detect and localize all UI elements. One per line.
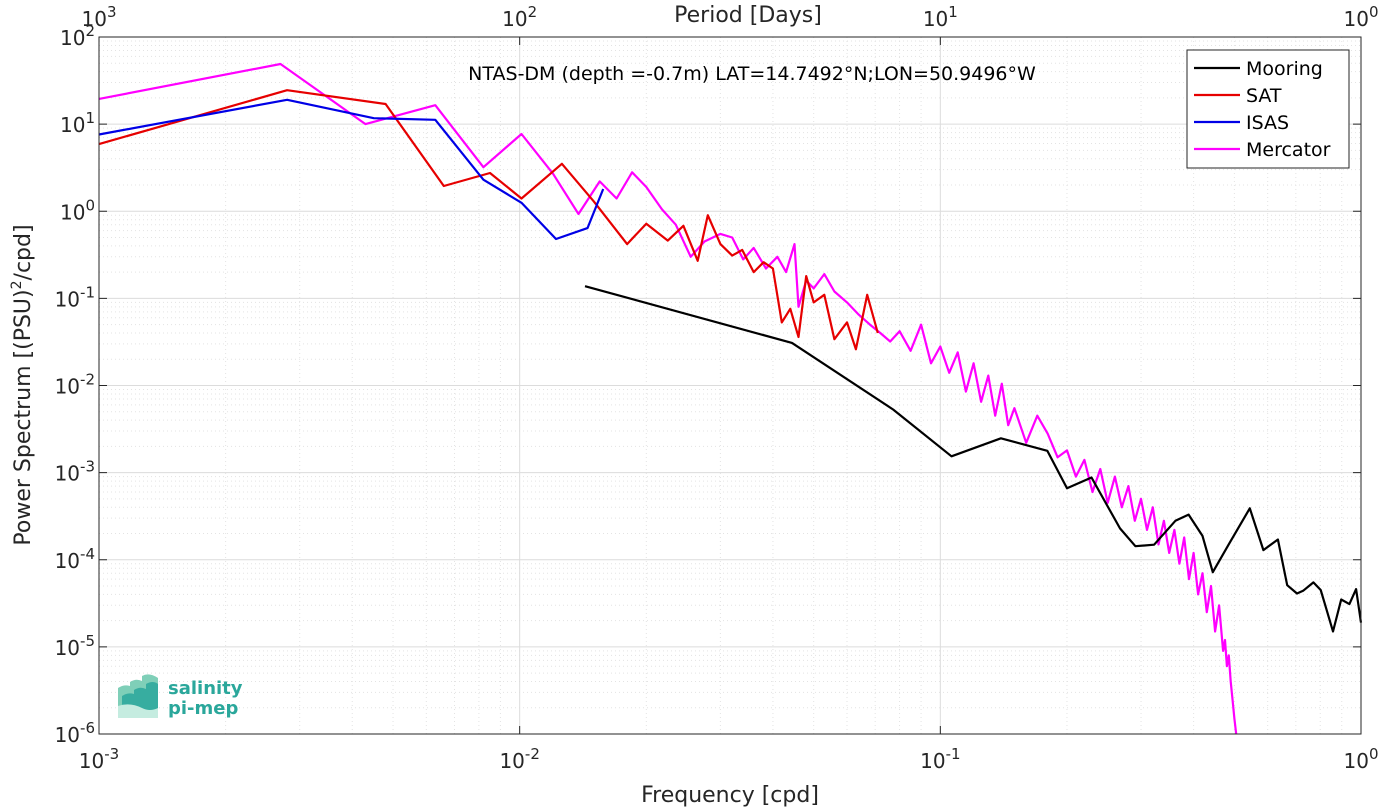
x-tick-label: 100 (1344, 745, 1379, 773)
series-line-sat (98, 89, 879, 351)
top-tick-label: 100 (1344, 3, 1379, 31)
top-tick-label: 103 (82, 3, 117, 31)
grid (98, 36, 1362, 735)
legend-label-mooring: Mooring (1246, 58, 1323, 80)
top-axis-title: Period [Days] (674, 3, 822, 28)
top-tick-label: 102 (502, 3, 537, 31)
y-tick-label: 100 (60, 196, 95, 224)
y-tick-label: 10-3 (55, 458, 95, 486)
y-tick-label: 10-1 (55, 283, 95, 311)
legend-label-mercator: Mercator (1246, 139, 1331, 161)
x-tick-label: 10-1 (920, 745, 960, 773)
legend-label-sat: SAT (1246, 85, 1282, 107)
y-tick-label: 101 (60, 109, 95, 137)
top-tick-label: 101 (923, 3, 958, 31)
series-line-isas (98, 98, 605, 241)
y-axis-title: Power Spectrum [(PSU)2/cpd] (9, 224, 36, 545)
series-line-mercator (98, 62, 1238, 735)
y-tick-label: 10-6 (55, 719, 95, 747)
y-tick-label: 102 (60, 22, 95, 50)
x-axis-title: Frequency [cpd] (641, 783, 819, 808)
logo-text-line1: salinity (168, 678, 243, 699)
logo-waves-icon (118, 674, 158, 718)
y-tick-label: 10-5 (55, 632, 95, 660)
series-lines (98, 62, 1363, 735)
x-tick-label: 10-2 (499, 745, 539, 773)
legend-label-isas: ISAS (1246, 112, 1289, 134)
y-tick-label: 10-2 (55, 371, 95, 399)
legend: Mooring SAT ISAS Mercator (1186, 49, 1350, 169)
y-tick-label: 10-4 (55, 545, 95, 573)
salinity-pi-mep-logo: salinity pi-mep (118, 674, 243, 719)
series-line-mooring (584, 285, 1363, 633)
chart-title: NTAS-DM (depth =-0.7m) LAT=14.7492°N;LON… (468, 63, 1036, 85)
x-tick-label: 10-3 (79, 745, 119, 773)
logo-text-line2: pi-mep (168, 698, 238, 719)
